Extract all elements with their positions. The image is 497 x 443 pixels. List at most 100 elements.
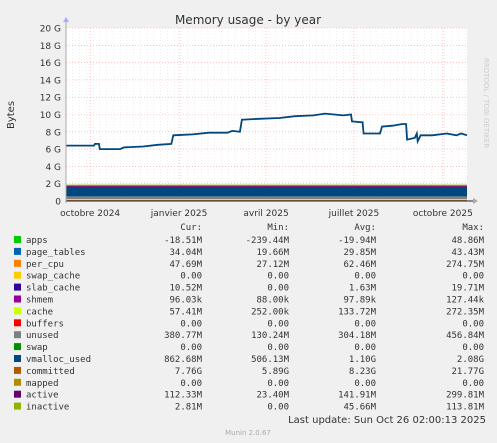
legend-name-active: active	[26, 391, 59, 401]
area-per_cpu	[66, 199, 467, 201]
axes: 0 2 G 4 G 6 G 8 G 10 G 12 G 14 G 16 G 18 G 20 G oct…	[40, 17, 478, 219]
legend-column-header: Max:	[462, 223, 484, 233]
legend-max-value: 299.81M	[446, 391, 485, 401]
y-tick-label: 14 G	[40, 76, 61, 86]
legend-swatch-per_cpu	[14, 259, 21, 267]
legend-min-value: 0.00	[267, 343, 289, 353]
legend-cur-value: 380.77M	[164, 331, 203, 341]
legend-cur-value: 0.00	[180, 319, 202, 329]
legend-max-value: 2.08G	[457, 355, 484, 365]
legend-max-value: 19.71M	[451, 284, 484, 294]
legend-avg-value: 29.85M	[343, 248, 376, 258]
x-axis-arrow	[473, 198, 478, 204]
legend-avg-value: 304.18M	[338, 331, 377, 341]
legend-name-unused: unused	[26, 331, 59, 341]
y-axis-label: Bytes	[6, 101, 17, 129]
legend-name-swap: swap	[26, 343, 48, 353]
legend-avg-value: 1.10G	[349, 355, 376, 365]
legend-swatch-cache	[14, 307, 21, 315]
legend-min-value: 506.13M	[251, 355, 290, 365]
y-tick-label: 6 G	[45, 146, 61, 156]
legend-cur-value: 96.03k	[169, 296, 202, 306]
legend-avg-value: 0.00	[354, 272, 376, 282]
legend-swatch-page_tables	[14, 247, 21, 255]
legend-max-value: 0.00	[462, 319, 484, 329]
legend-max-value: 0.00	[462, 343, 484, 353]
legend-min-value: 5.89G	[262, 367, 289, 377]
legend-name-cache: cache	[26, 307, 53, 317]
legend-name-buffers: buffers	[26, 319, 64, 329]
legend-swatch-mapped	[14, 378, 21, 386]
x-tick-label: juillet 2025	[328, 209, 380, 219]
legend-max-value: 0.00	[462, 272, 484, 282]
legend-min-value: 19.66M	[256, 248, 289, 258]
x-tick-label: janvier 2025	[150, 209, 208, 219]
legend-min-value: 130.24M	[251, 331, 290, 341]
legend-swatch-shmem	[14, 295, 21, 303]
legend-name-shmem: shmem	[26, 296, 53, 306]
legend-min-value: 0.00	[267, 319, 289, 329]
legend-avg-value: 62.46M	[343, 260, 376, 270]
legend-swatch-swap_cache	[14, 271, 21, 279]
legend-cur-value: 57.41M	[169, 307, 202, 317]
legend-swatch-apps	[14, 236, 21, 243]
x-tick-label: octobre 2025	[413, 209, 473, 219]
legend-avg-value: 141.91M	[338, 391, 377, 401]
legend-min-value: -239.44M	[246, 236, 290, 246]
legend-cur-value: 112.33M	[164, 391, 203, 401]
y-tick-label: 4 G	[45, 163, 61, 173]
legend-name-slab_cache: slab_cache	[26, 284, 80, 294]
legend-cur-value: 0.00	[180, 379, 202, 389]
legend-max-value: 272.35M	[446, 307, 485, 317]
legend-min-value: 0.00	[267, 379, 289, 389]
x-tick-label: octobre 2024	[60, 209, 120, 219]
legend-name-inactive: inactive	[26, 403, 69, 413]
legend-avg-value: 0.00	[354, 319, 376, 329]
legend-cur-value: 10.52M	[169, 284, 202, 294]
legend-cur-value: -18.51M	[164, 236, 203, 246]
x-tick-label: avril 2025	[243, 209, 288, 219]
legend-min-value: 23.40M	[256, 391, 289, 401]
area-unused	[66, 196, 467, 200]
legend-name-vmalloc_used: vmalloc_used	[26, 355, 91, 365]
legend-min-value: 0.00	[267, 284, 289, 294]
rrdtool-credit: RRDTOOL / TOBI OETIKER	[482, 58, 490, 148]
legend-cur-value: 2.81M	[175, 403, 203, 413]
legend-min-value: 27.12M	[256, 260, 289, 270]
legend-cur-value: 47.69M	[169, 260, 202, 270]
legend-max-value: 21.77G	[451, 367, 484, 377]
legend-max-value: 0.00	[462, 379, 484, 389]
legend-cur-value: 7.76G	[175, 367, 202, 377]
area-vmalloc_used	[66, 186, 467, 197]
legend-column-header: Avg:	[354, 223, 376, 233]
legend-avg-value: 0.00	[354, 379, 376, 389]
legend-min-value: 252.00k	[251, 307, 290, 317]
legend-name-committed: committed	[26, 367, 75, 377]
legend-swatch-buffers	[14, 319, 21, 327]
legend-cur-value: 0.00	[180, 343, 202, 353]
y-axis-arrow	[63, 17, 69, 22]
legend-name-page_tables: page_tables	[26, 248, 86, 258]
legend-cur-value: 0.00	[180, 272, 202, 282]
y-tick-label: 10 G	[40, 111, 61, 121]
legend-max-value: 127.44k	[446, 296, 485, 306]
legend-min-value: 88.00k	[256, 296, 289, 306]
legend-column-header: Cur:	[180, 223, 202, 233]
legend-max-value: 43.43M	[451, 248, 484, 258]
legend-cur-value: 34.04M	[169, 248, 202, 258]
legend-avg-value: 1.63M	[349, 284, 377, 294]
legend-min-value: 0.00	[267, 272, 289, 282]
legend-swatch-committed	[14, 366, 21, 374]
committed-line	[66, 112, 468, 151]
legend-max-value: 113.81M	[446, 403, 485, 413]
legend-swatch-inactive	[14, 402, 21, 410]
y-tick-label: 20 G	[40, 25, 61, 35]
legend-column-header: Min:	[267, 223, 289, 233]
legend-min-value: 0.00	[267, 403, 289, 413]
legend-swatch-slab_cache	[14, 283, 21, 291]
y-tick-label: 8 G	[45, 128, 61, 138]
legend-cur-value: 862.68M	[164, 355, 203, 365]
legend-avg-value: 0.00	[354, 343, 376, 353]
legend-avg-value: -19.94M	[338, 236, 377, 246]
